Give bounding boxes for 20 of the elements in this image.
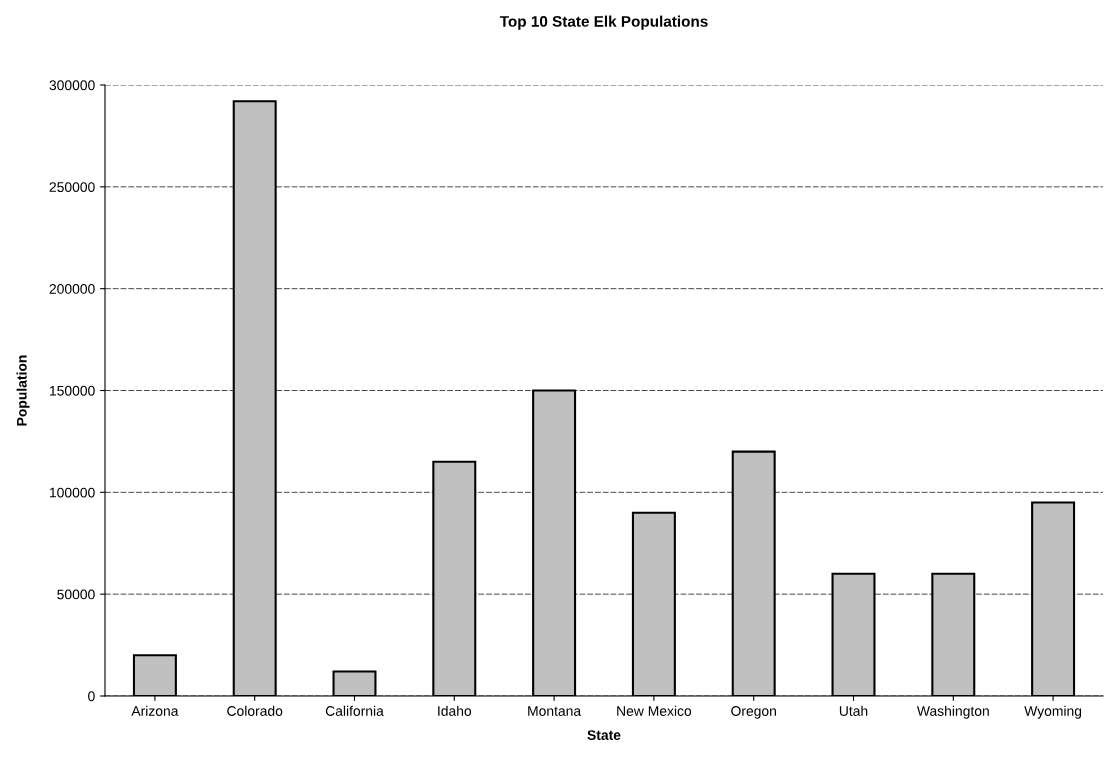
x-tick-label: Montana [528, 706, 582, 716]
x-tick-label: Wyoming [1024, 705, 1082, 719]
y-tick-label: 0 [88, 691, 95, 702]
chart-title: Top 10 State Elk Populations [499, 15, 708, 30]
y-tick-label: 300000 [49, 80, 95, 91]
y-axis-title: Population [16, 355, 30, 426]
x-tick-label: New Mexico [617, 705, 692, 716]
x-tick-label: California [325, 705, 384, 716]
y-tick-label: 150000 [50, 385, 95, 396]
x-axis-title: State [587, 730, 621, 740]
x-tick-label: Utah [839, 705, 868, 716]
x-tick-label: Arizona [131, 705, 179, 716]
y-tick-label: 250000 [49, 182, 95, 192]
x-tick-label: Colorado [227, 705, 283, 716]
x-tick-label: Washington [916, 705, 989, 719]
x-tick-label: Oregon [731, 706, 776, 719]
y-tick-label: 50000 [57, 589, 95, 600]
x-tick-label: Idaho [438, 705, 472, 716]
y-tick-label: 200000 [49, 284, 95, 294]
y-tick-label: 100000 [50, 487, 95, 498]
